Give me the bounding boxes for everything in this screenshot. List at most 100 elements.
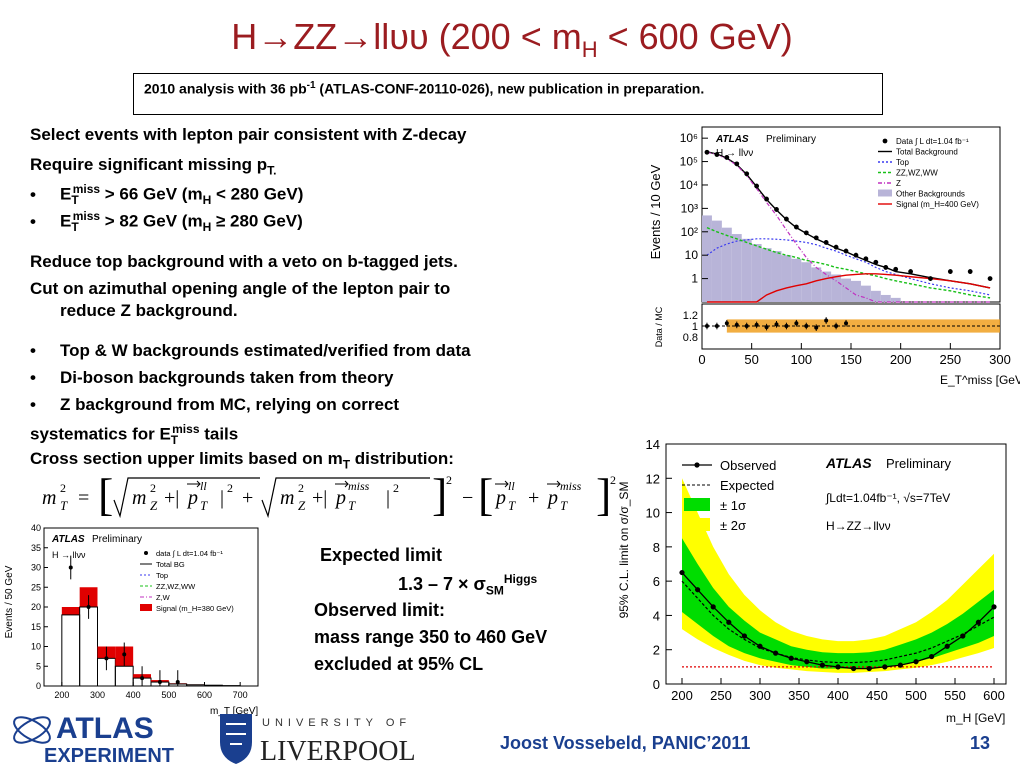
line6-pre: Cross section upper limits based on m (30, 449, 343, 468)
page-number: 13 (970, 733, 991, 753)
met-ratio-tick-label: 1.2 (683, 310, 698, 322)
text-line-4a: Cut on azimuthal opening angle of the le… (30, 279, 451, 298)
mt-legend-label: Total BG (156, 560, 185, 569)
met-legend-label: Data ∫ L dt=1.04 fb⁻¹ (896, 137, 969, 146)
mt-legend-label: Z,W (156, 593, 171, 602)
mt-ytick-label: 35 (31, 543, 41, 553)
other-bkg-bar (791, 258, 802, 302)
svg-text:miss: miss (560, 479, 582, 493)
svg-text:Z: Z (150, 498, 158, 513)
limit-xtick-label: 200 (671, 688, 693, 703)
limit-observed-point (960, 633, 966, 639)
met-legend-marker (882, 138, 888, 144)
met-series-zz-wz-ww (706, 227, 991, 299)
title-sub: H (581, 37, 598, 63)
limit-ytick-label: 14 (646, 440, 660, 452)
met-data-point (873, 259, 879, 265)
met-xtick-label: 100 (790, 352, 812, 367)
svg-text:]: ] (432, 470, 447, 520)
met-ytick-label: 10³ (681, 201, 698, 215)
expected-limit-value: 1.3 – 7 × σSMHiggs (398, 572, 537, 598)
met-data-point (754, 183, 760, 189)
other-bkg-bar (741, 238, 752, 302)
other-bkg-bar (781, 255, 792, 302)
line5-sup: miss (172, 422, 200, 436)
limit-xtick-label: 250 (710, 688, 732, 703)
mt-xtick-label: 700 (233, 690, 248, 700)
svg-text:|: | (220, 487, 224, 509)
other-bkg-bar (771, 251, 782, 302)
liverpool-bottom: LIVERPOOL (260, 736, 416, 766)
met-data-point (793, 224, 799, 230)
other-bkg-bar (801, 262, 812, 302)
limit-xtick-label: 350 (788, 688, 810, 703)
limit-legend-marker (684, 498, 710, 511)
exp-sub: SM (485, 583, 504, 598)
other-bkg-bar (870, 290, 881, 302)
info-sup: -1 (306, 80, 316, 91)
limit-legend-marker (684, 518, 710, 531)
limit-observed-point (679, 569, 685, 576)
limit-2sigma-band (682, 478, 994, 673)
mt-xtick-label: 600 (197, 690, 212, 700)
limit-observed-point (773, 650, 779, 656)
met-ytick-label: 1 (691, 272, 698, 286)
mt-ytick-label: 15 (31, 622, 41, 632)
mt-ytick-label: 5 (36, 661, 41, 671)
met-xlabel: E_T^miss [GeV] (940, 373, 1020, 387)
b1-sub: T (71, 193, 79, 208)
met-data-point (908, 269, 913, 274)
met-data-point (853, 252, 859, 258)
line6-sub: T (342, 457, 351, 472)
other-bkg-bar (731, 234, 742, 302)
met-ratio-point (774, 322, 779, 327)
observed-limit-label: Observed limit: (314, 600, 446, 620)
limit-ytick-label: 0 (653, 677, 660, 692)
met-legend-label: ZZ,WZ,WW (896, 169, 938, 178)
met-ratio-point (824, 318, 829, 323)
met-ratio-point (764, 325, 769, 330)
svg-text:+: + (242, 487, 253, 509)
other-bkg-bar (711, 220, 722, 302)
mt-xtick-label: 500 (161, 690, 176, 700)
mt-atlas: ATLAS (51, 534, 85, 545)
svg-text:m: m (132, 487, 146, 509)
met-data-point (987, 276, 993, 281)
met-legend-label: Signal (m_H=400 GeV) (896, 200, 979, 209)
limit-atlas: ATLAS (825, 455, 872, 471)
svg-text:T: T (508, 498, 516, 513)
mt-bg-bar (114, 665, 134, 687)
liverpool-logo: UNIVERSITY OF LIVERPOOL (220, 714, 416, 766)
mt-bg-bar (204, 684, 223, 687)
met-data-point (813, 235, 819, 241)
other-bkg-bar (890, 297, 901, 302)
met-series-top (706, 238, 991, 296)
met-data-point (734, 161, 740, 167)
bullet-3: • Top & W backgrounds estimated/verified … (30, 341, 471, 361)
atlas-logo: ATLAS EXPERIMENT (13, 712, 174, 766)
svg-text:p: p (334, 487, 346, 509)
limit-frame (665, 443, 1007, 685)
mt-data-point (122, 652, 127, 657)
line5-pre: systematics for E (30, 424, 171, 444)
atlas-logo-text: ATLAS (56, 712, 154, 745)
exp-pre: 1.3 – 7 × σ (398, 574, 486, 594)
svg-text:2: 2 (227, 481, 233, 495)
svg-text:m: m (42, 487, 56, 509)
b1-pre: E (60, 184, 72, 204)
mt-ytick-label: 25 (31, 582, 41, 592)
text-line-5: systematics for ETmiss tails (30, 422, 238, 447)
mt-xtick-label: 200 (54, 690, 69, 700)
met-ratio-point (754, 322, 759, 327)
line2-pre: Require significant missing p (30, 155, 268, 174)
other-bkg-bar (841, 278, 851, 302)
met-ratio-point (834, 324, 839, 328)
other-bkg-bar (751, 244, 762, 302)
met-ratio-point (704, 324, 709, 328)
bullet-dot: • (30, 341, 36, 360)
limit-ytick-label: 8 (653, 540, 660, 555)
limit-lumi: ∫Ldt=1.04fb⁻¹, √s=7TeV (825, 491, 950, 505)
atlas-logo-sub: EXPERIMENT (44, 745, 174, 766)
svg-text:2: 2 (393, 481, 399, 495)
limit-1sigma-band (682, 538, 994, 669)
